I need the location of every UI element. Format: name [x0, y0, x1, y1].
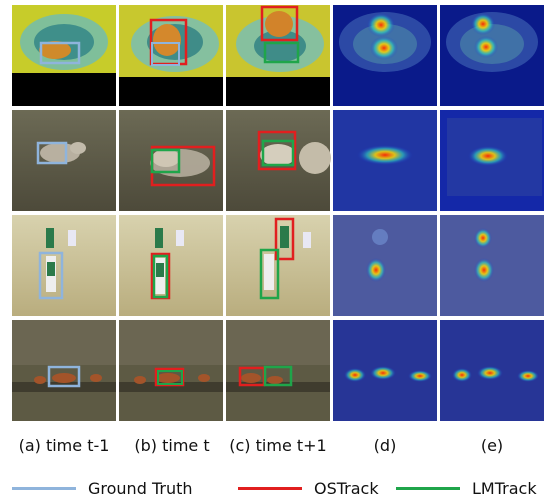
panel-r3-a	[12, 215, 116, 316]
panel-r4-c	[226, 320, 330, 421]
caption-c: (c) time t+1	[229, 436, 327, 455]
panel-r1-a	[12, 5, 116, 106]
lmtrack-swatch	[396, 486, 460, 490]
ground-truth-swatch	[12, 486, 76, 490]
panel-r3-e	[440, 215, 544, 316]
legend-ground-truth-label: Ground Truth	[88, 478, 193, 498]
caption-e: (e)	[480, 436, 504, 455]
panel-r4-e	[440, 320, 544, 421]
legend-lmtrack-label: LMTrack	[472, 478, 537, 498]
panel-r3-c	[226, 215, 330, 316]
legend-lmtrack: LMTrack	[396, 478, 537, 498]
ostrack-swatch	[238, 486, 302, 490]
panel-r2-d	[333, 110, 437, 211]
panel-r1-c	[226, 5, 330, 106]
panel-r4-b	[119, 320, 223, 421]
panel-r2-b	[119, 110, 223, 211]
panel-r1-d	[333, 5, 437, 106]
row-2	[12, 110, 544, 211]
panel-r3-d	[333, 215, 437, 316]
row-1	[12, 5, 544, 106]
panel-r1-b	[119, 5, 223, 106]
caption-b: (b) time t	[134, 436, 210, 455]
panel-r1-e	[440, 5, 544, 106]
panel-r2-a	[12, 110, 116, 211]
legend-ground-truth: Ground Truth	[12, 478, 193, 498]
row-4	[12, 320, 544, 421]
caption-a: (a) time t-1	[18, 436, 110, 455]
panel-r4-a	[12, 320, 116, 421]
legend-ostrack: OSTrack	[238, 478, 379, 498]
panel-r3-b	[119, 215, 223, 316]
panel-r4-d	[333, 320, 437, 421]
legend-ostrack-label: OSTrack	[314, 478, 379, 498]
panel-r2-e	[440, 110, 544, 211]
caption-d: (d)	[373, 436, 397, 455]
row-3	[12, 215, 544, 316]
panel-r2-c	[226, 110, 331, 211]
